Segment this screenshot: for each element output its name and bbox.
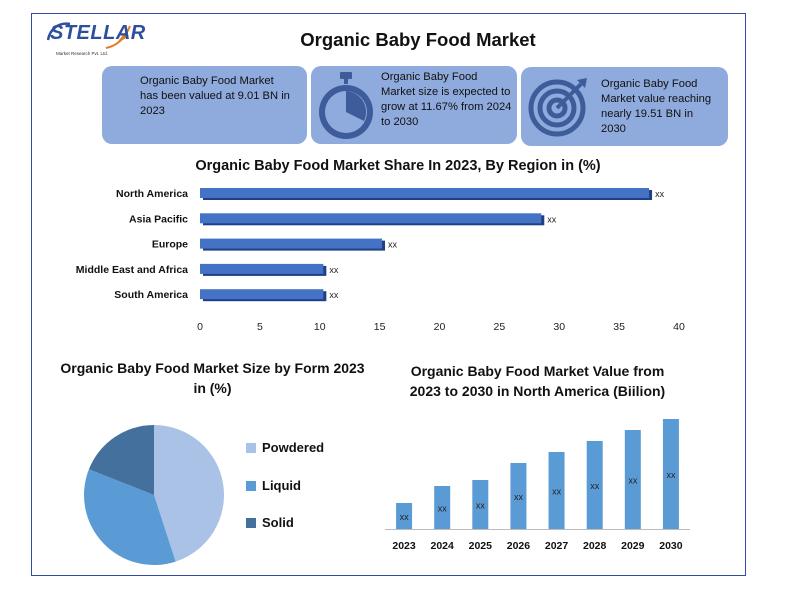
pie-slice-liquid	[83, 469, 176, 565]
legend-label: Solid	[262, 515, 294, 530]
logo-subtitle: Market Research Pvt. Ltd.	[56, 51, 109, 56]
legend-liquid: Liquid	[246, 478, 301, 493]
x-tick-label: 5	[257, 321, 263, 333]
stat-card-growth: Organic Baby Food Market size is expecte…	[311, 66, 517, 144]
region-bar	[200, 213, 542, 224]
region-chart-title: Organic Baby Food Market Share In 2023, …	[195, 158, 601, 174]
value-data-label: xx	[400, 512, 410, 522]
region-label: Asia Pacific	[129, 213, 188, 225]
value-data-label: xx	[476, 501, 486, 511]
stopwatch-icon	[319, 72, 373, 139]
stat-card-text: Organic Baby Food Market value reaching …	[601, 78, 712, 135]
legend-swatch	[246, 517, 256, 528]
value-data-label: xx	[438, 504, 448, 514]
legend-label: Liquid	[262, 478, 301, 493]
stat-card-valuation: Organic Baby Food Market has been valued…	[102, 66, 307, 144]
stat-card-text: Organic Baby Food Market has been valued…	[140, 75, 290, 117]
region-label: Europe	[152, 239, 188, 251]
legend-label: Powdered	[262, 440, 325, 455]
legend-solid: Solid	[246, 515, 294, 530]
region-data-label: xx	[655, 189, 665, 199]
x-tick-label: 0	[197, 321, 203, 333]
legend-powdered: Powdered	[246, 440, 324, 455]
value-bar	[548, 452, 565, 529]
stat-card-text: Organic Baby Food Market size is expecte…	[381, 71, 512, 128]
year-label: 2028	[583, 540, 607, 552]
infographic-frame	[31, 13, 746, 576]
legend-swatch	[246, 442, 256, 453]
year-label: 2024	[431, 540, 455, 552]
region-data-label: xx	[388, 240, 398, 250]
region-label: Middle East and Africa	[76, 264, 188, 276]
value-bar	[396, 503, 413, 529]
target-icon	[528, 78, 587, 137]
value-chart-title: Organic Baby Food Market Value from 2023…	[409, 363, 666, 399]
form-pie-chart	[83, 425, 224, 565]
region-data-label: xx	[329, 290, 339, 300]
x-tick-label: 15	[374, 321, 386, 333]
year-label: 2023	[392, 540, 416, 552]
region-data-label: xx	[329, 265, 339, 275]
year-label: 2026	[507, 540, 531, 552]
year-label: 2027	[545, 540, 569, 552]
value-bar	[434, 486, 451, 529]
value-data-label: xx	[666, 470, 676, 480]
stat-card-forecast: Organic Baby Food Market value reaching …	[521, 67, 728, 146]
region-data-label: xx	[547, 214, 557, 224]
x-tick-label: 30	[553, 321, 565, 333]
value-data-label: xx	[590, 481, 600, 491]
value-bar	[624, 430, 641, 529]
form-chart-title: Organic Baby Food Market Size by Form 20…	[60, 360, 365, 396]
value-data-label: xx	[628, 476, 638, 486]
page-title: Organic Baby Food Market	[300, 29, 536, 50]
year-label: 2029	[621, 540, 645, 552]
value-data-label: xx	[552, 487, 562, 497]
year-label: 2030	[659, 540, 683, 552]
region-label: North America	[116, 188, 188, 200]
value-bar	[662, 419, 679, 529]
value-bar	[472, 480, 489, 529]
region-bar	[200, 188, 650, 198]
x-tick-label: 25	[494, 321, 506, 333]
region-bar	[200, 238, 383, 249]
x-tick-label: 40	[673, 321, 685, 333]
x-tick-label: 10	[314, 321, 326, 333]
value-bar	[586, 441, 603, 529]
x-tick-label: 35	[613, 321, 625, 333]
value-bar	[510, 463, 527, 529]
region-bar	[200, 263, 324, 274]
stellar-logo	[46, 22, 131, 49]
pie-slice-solid	[88, 425, 154, 495]
year-label: 2025	[469, 540, 493, 552]
legend-swatch	[246, 480, 256, 491]
value-data-label: xx	[514, 492, 524, 502]
x-tick-label: 20	[434, 321, 446, 333]
region-share-chart: North America xx Asia Pacific xx Europe xx Mid…	[76, 188, 685, 333]
region-label: South America	[114, 289, 188, 301]
region-bar	[200, 289, 324, 300]
logo-name: STELLAR	[50, 22, 146, 44]
pie-slice-powdered	[154, 425, 224, 562]
